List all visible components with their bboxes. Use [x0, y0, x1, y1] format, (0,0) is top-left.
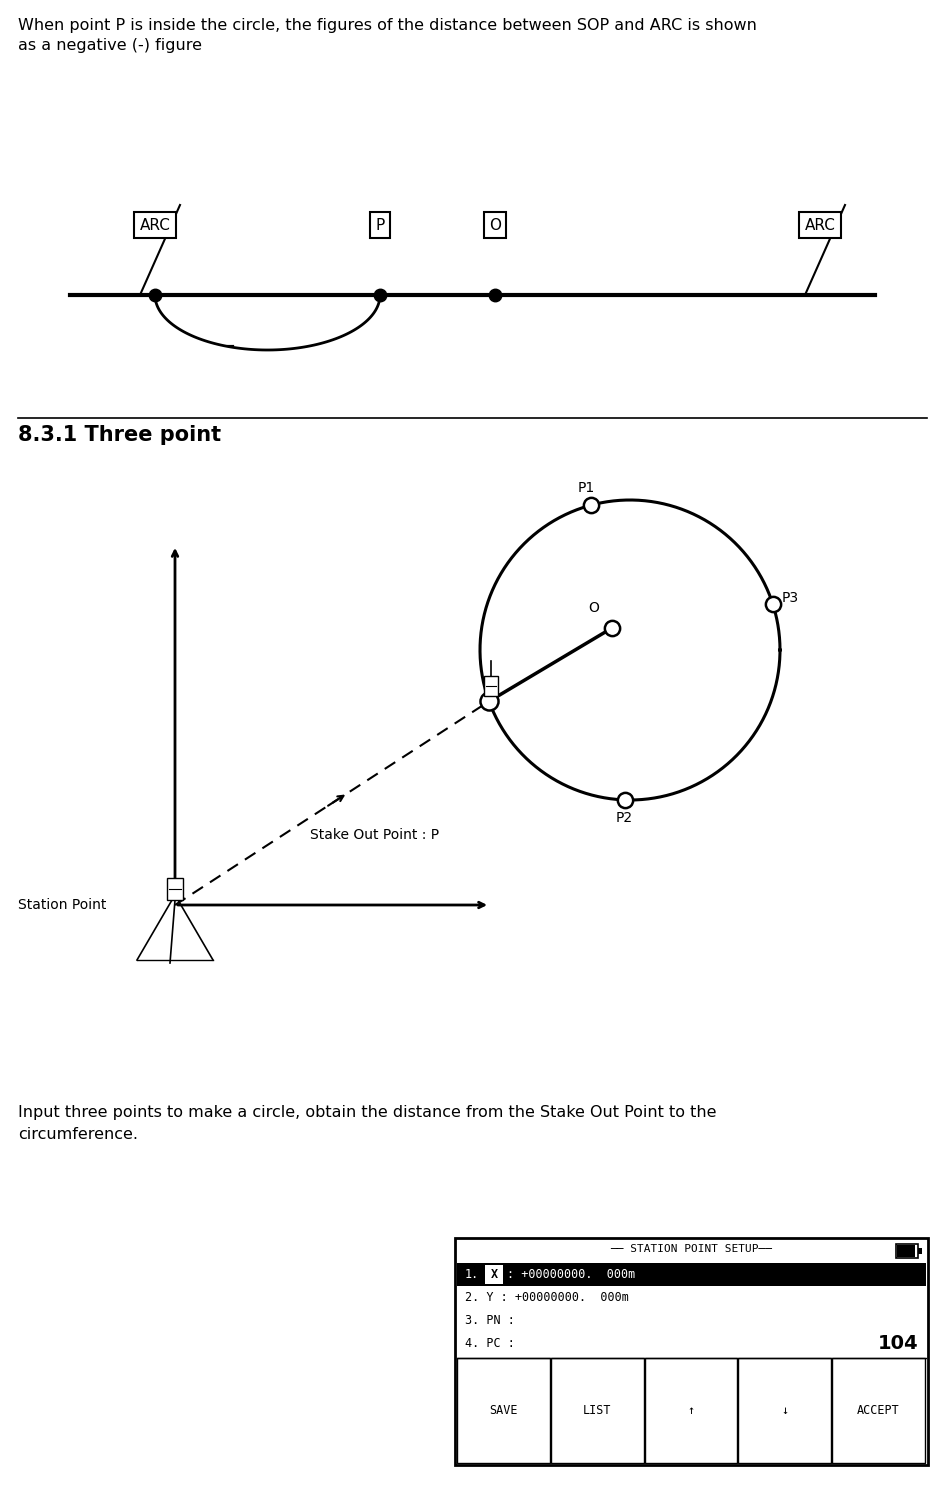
- Text: –: –: [226, 337, 234, 355]
- Text: 2. Y : +00000000.  000m: 2. Y : +00000000. 000m: [464, 1291, 628, 1305]
- Text: ↑: ↑: [686, 1405, 694, 1417]
- Bar: [454, 1239, 927, 1465]
- Text: 4. PC :: 4. PC :: [464, 1337, 514, 1349]
- Text: ↓: ↓: [781, 1405, 787, 1417]
- Text: 3. PN :: 3. PN :: [464, 1313, 514, 1327]
- Text: When point P is inside the circle, the figures of the distance between SOP and A: When point P is inside the circle, the f…: [18, 18, 756, 33]
- Text: P: P: [375, 217, 384, 232]
- Text: P2: P2: [615, 811, 632, 824]
- Bar: [457, 1358, 549, 1463]
- Text: ACCEPT: ACCEPT: [856, 1405, 899, 1417]
- Text: P1: P1: [578, 480, 595, 495]
- Bar: [896, 1245, 914, 1257]
- Text: X: X: [490, 1269, 497, 1281]
- Text: Input three points to make a circle, obtain the distance from the Stake Out Poin: Input three points to make a circle, obt…: [18, 1106, 716, 1121]
- Text: 104: 104: [876, 1334, 917, 1352]
- Bar: [644, 1358, 736, 1463]
- Text: SAVE: SAVE: [489, 1405, 517, 1417]
- Text: 1.: 1.: [464, 1269, 479, 1281]
- Text: Stake Out Point : P: Stake Out Point : P: [310, 827, 439, 842]
- Text: O: O: [588, 601, 598, 615]
- Text: P3: P3: [781, 591, 798, 604]
- Bar: [737, 1358, 831, 1463]
- Text: : +00000000.  000m: : +00000000. 000m: [507, 1269, 634, 1281]
- Bar: [832, 1358, 924, 1463]
- Text: as a negative (-) figure: as a negative (-) figure: [18, 37, 202, 52]
- Text: 8.3.1 Three point: 8.3.1 Three point: [18, 425, 221, 444]
- Text: LIST: LIST: [582, 1405, 611, 1417]
- Text: ARC: ARC: [803, 217, 834, 232]
- Bar: [895, 1245, 917, 1258]
- Bar: [550, 1358, 643, 1463]
- Text: Station Point: Station Point: [18, 898, 107, 913]
- Text: ARC: ARC: [140, 217, 170, 232]
- Text: ── STATION POINT SETUP──: ── STATION POINT SETUP──: [610, 1245, 771, 1254]
- Bar: [167, 878, 183, 901]
- Bar: [484, 1266, 502, 1284]
- Bar: [917, 1248, 921, 1254]
- Bar: [483, 676, 497, 696]
- Bar: [457, 1263, 925, 1287]
- Text: circumference.: circumference.: [18, 1126, 138, 1141]
- Text: O: O: [488, 217, 500, 232]
